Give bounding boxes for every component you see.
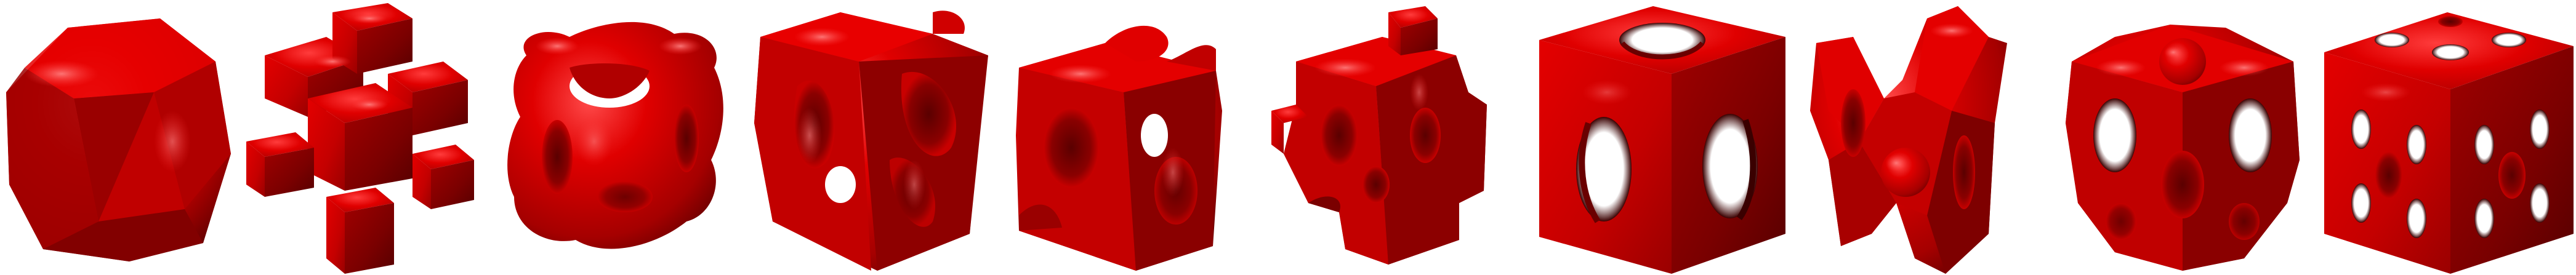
- shape-dumbbell-node-cube: [507, 22, 723, 249]
- shape-cross-lattice-cube: [246, 3, 474, 274]
- shape-gyroid-cube: [754, 10, 988, 271]
- shape-lattice-sphere-cube: [2066, 25, 2300, 271]
- shape-spherical-void-cube: [1539, 6, 1785, 274]
- shape-perforated-cube: [2324, 12, 2574, 274]
- shape-cross-knob-cube: [1271, 6, 1487, 265]
- shape-saddle-hole-cube: [1016, 25, 1222, 271]
- shape-twisted-lattice-cube: [1810, 6, 2007, 274]
- shape-rounded-truncated-cube: [6, 18, 231, 261]
